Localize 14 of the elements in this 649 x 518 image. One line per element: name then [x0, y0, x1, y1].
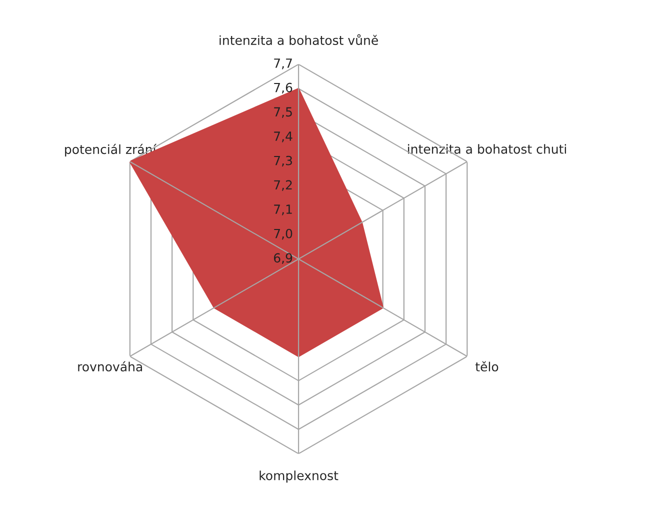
spoke-label: intenzita a bohatost chuti [408, 144, 566, 154]
y-tick-label: 7,1 [274, 204, 292, 216]
y-tick-label: 7,7 [274, 58, 292, 70]
spoke-label: komplexnost [260, 470, 338, 483]
y-tick-label: 7,2 [274, 180, 292, 191]
spoke-label: tělo [475, 361, 498, 372]
spoke-label: rovnováha [78, 361, 142, 372]
y-tick-label: 7,6 [274, 82, 292, 94]
y-tick-label: 7,0 [274, 228, 292, 240]
y-tick-label: 7,3 [274, 156, 292, 167]
y-tick-label: 7,5 [274, 107, 292, 118]
y-tick-label: 7,4 [274, 132, 292, 142]
y-tick-label: 6,9 [274, 253, 292, 264]
spoke-label: intenzita a bohatost vůně [220, 34, 378, 46]
